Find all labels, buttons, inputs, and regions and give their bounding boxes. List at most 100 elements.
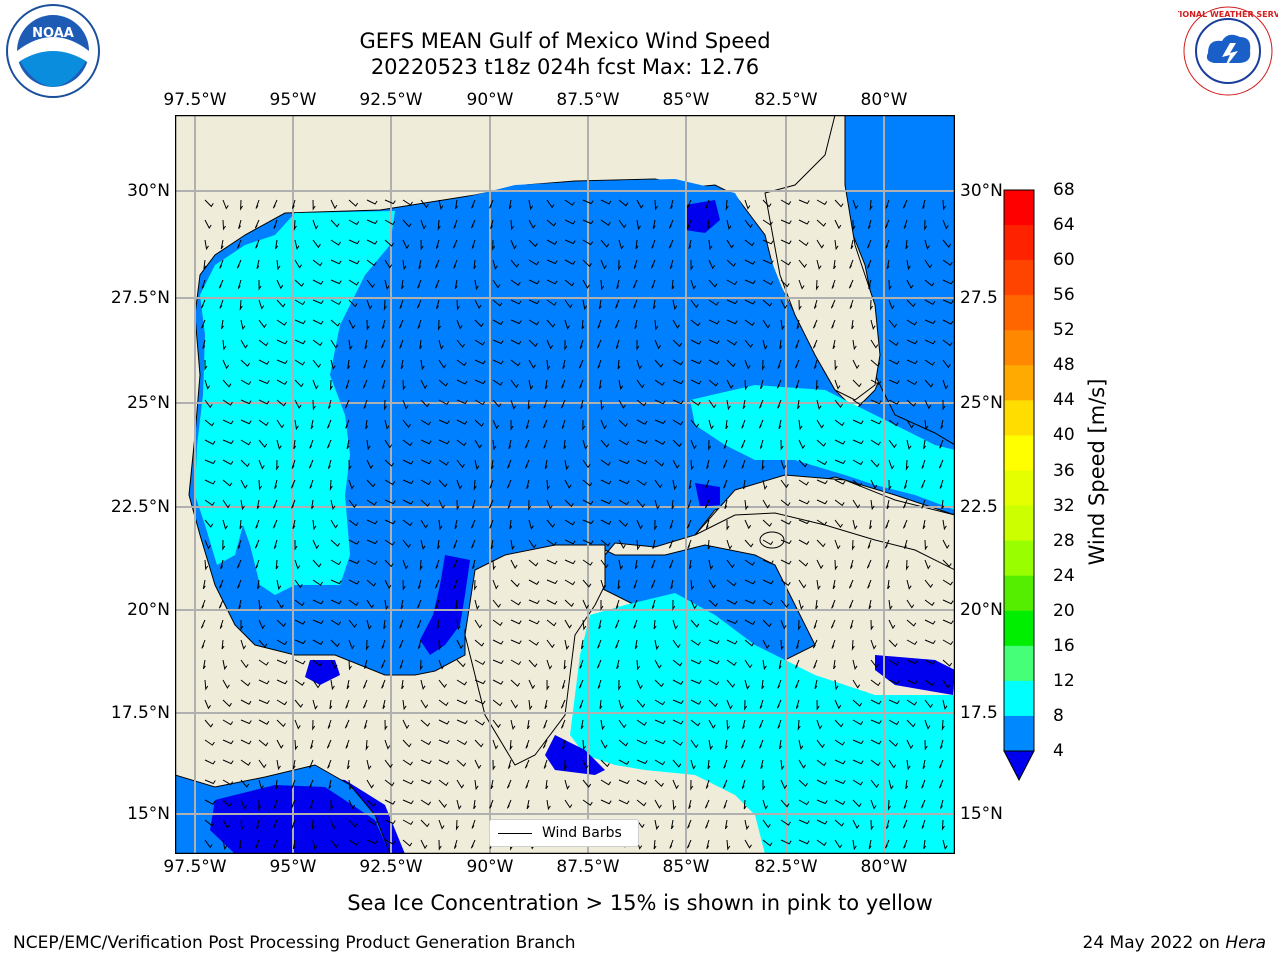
wind-barb bbox=[942, 359, 951, 369]
wind-barb bbox=[330, 499, 336, 511]
wind-barb bbox=[402, 759, 413, 766]
wind-barb bbox=[294, 419, 299, 431]
wind-barb bbox=[906, 259, 911, 271]
wind-barb bbox=[668, 219, 674, 229]
wind-barb bbox=[326, 739, 332, 749]
wind-barb bbox=[618, 699, 624, 710]
wind-barb bbox=[399, 339, 404, 349]
wind-barb bbox=[690, 659, 702, 665]
wind-barb bbox=[492, 599, 502, 608]
wind-barb bbox=[420, 479, 432, 486]
wind-barb bbox=[888, 719, 900, 726]
wind-barb bbox=[762, 819, 771, 829]
wind-barb bbox=[650, 259, 656, 269]
wind-barb bbox=[276, 599, 284, 609]
wind-barb bbox=[744, 679, 750, 690]
wind-barb bbox=[258, 479, 263, 491]
wind-barb bbox=[941, 819, 945, 831]
wind-barb bbox=[330, 219, 340, 228]
wind-barb bbox=[597, 679, 602, 689]
wind-barb bbox=[708, 259, 716, 270]
wind-barb bbox=[852, 339, 857, 351]
wind-barb bbox=[456, 499, 460, 511]
wind-barb bbox=[852, 439, 864, 445]
wind-barb bbox=[438, 319, 442, 331]
wind-barb bbox=[419, 659, 423, 671]
wind-barb bbox=[506, 799, 512, 809]
wind-barb bbox=[652, 299, 656, 310]
wind-barb bbox=[867, 539, 872, 549]
wind-barb bbox=[348, 199, 359, 207]
wind-barb bbox=[546, 539, 557, 546]
wind-barb bbox=[344, 719, 350, 729]
wind-barb bbox=[885, 559, 890, 569]
wind-barb bbox=[240, 719, 252, 725]
wind-barb bbox=[564, 279, 575, 287]
wind-barb bbox=[924, 339, 936, 345]
wind-barb bbox=[456, 339, 466, 348]
footer-machine: Hera bbox=[1225, 933, 1266, 953]
wind-barb bbox=[438, 699, 449, 707]
wind-barb bbox=[690, 419, 700, 428]
wind-barb bbox=[528, 639, 539, 646]
wind-barb bbox=[272, 819, 278, 829]
wind-barb bbox=[814, 679, 818, 690]
wind-barb bbox=[312, 359, 322, 368]
wind-barb bbox=[273, 799, 278, 809]
wind-barb bbox=[222, 659, 228, 671]
wind-barb bbox=[816, 239, 825, 249]
wind-barb bbox=[489, 519, 494, 529]
wind-barb bbox=[726, 679, 736, 688]
wind-barb bbox=[543, 719, 548, 729]
wind-barb bbox=[600, 199, 612, 205]
wind-barb bbox=[816, 719, 823, 730]
wind-barb bbox=[543, 439, 548, 449]
wind-barb bbox=[779, 739, 782, 750]
lat-tick-right: 17.5 bbox=[960, 703, 998, 723]
wind-barb bbox=[524, 759, 530, 769]
colorbar-tick: 60 bbox=[1053, 250, 1075, 271]
wind-barb bbox=[600, 519, 612, 525]
wind-barb bbox=[204, 839, 213, 849]
wind-barb bbox=[834, 239, 839, 251]
wind-barb bbox=[347, 359, 351, 370]
wind-barb bbox=[258, 779, 264, 790]
wind-barb bbox=[417, 639, 422, 649]
wind-barb bbox=[579, 379, 584, 389]
colorbar-segment bbox=[1004, 435, 1034, 471]
wind-barb bbox=[780, 799, 790, 808]
wind-barb bbox=[492, 639, 504, 645]
wind-barb bbox=[204, 199, 214, 208]
noaa-logo: NOAA bbox=[6, 4, 100, 98]
wind-barb bbox=[402, 239, 410, 250]
wind-barb bbox=[294, 699, 304, 708]
wind-barb bbox=[276, 399, 287, 407]
wind-barb bbox=[924, 559, 931, 570]
wind-barb bbox=[600, 559, 609, 569]
wind-barb bbox=[672, 659, 683, 667]
wind-barb bbox=[506, 779, 512, 789]
wind-barb bbox=[834, 359, 838, 371]
wind-barb bbox=[312, 559, 322, 568]
wind-barb bbox=[507, 499, 512, 509]
wind-barb bbox=[222, 479, 233, 487]
colorbar-frame bbox=[1003, 189, 1035, 752]
wind-barb bbox=[237, 279, 242, 289]
wind-barb bbox=[708, 579, 716, 589]
wind-barb bbox=[524, 439, 530, 449]
wind-barb bbox=[636, 199, 644, 209]
wind-barb bbox=[922, 759, 926, 770]
wind-barb bbox=[654, 759, 666, 766]
wind-barb bbox=[903, 479, 908, 489]
wind-barb bbox=[834, 679, 839, 691]
wind-barb bbox=[420, 779, 432, 785]
wind-barb bbox=[886, 259, 890, 270]
yucatan-land bbox=[464, 544, 606, 766]
wind-barb bbox=[852, 399, 864, 406]
wind-barb bbox=[312, 399, 316, 411]
wind-barb bbox=[798, 799, 810, 806]
wind-barb bbox=[330, 659, 338, 669]
wind-barb bbox=[546, 279, 558, 285]
wind-barb bbox=[312, 679, 321, 689]
lat-tick-left: 17.5°N bbox=[110, 703, 170, 723]
